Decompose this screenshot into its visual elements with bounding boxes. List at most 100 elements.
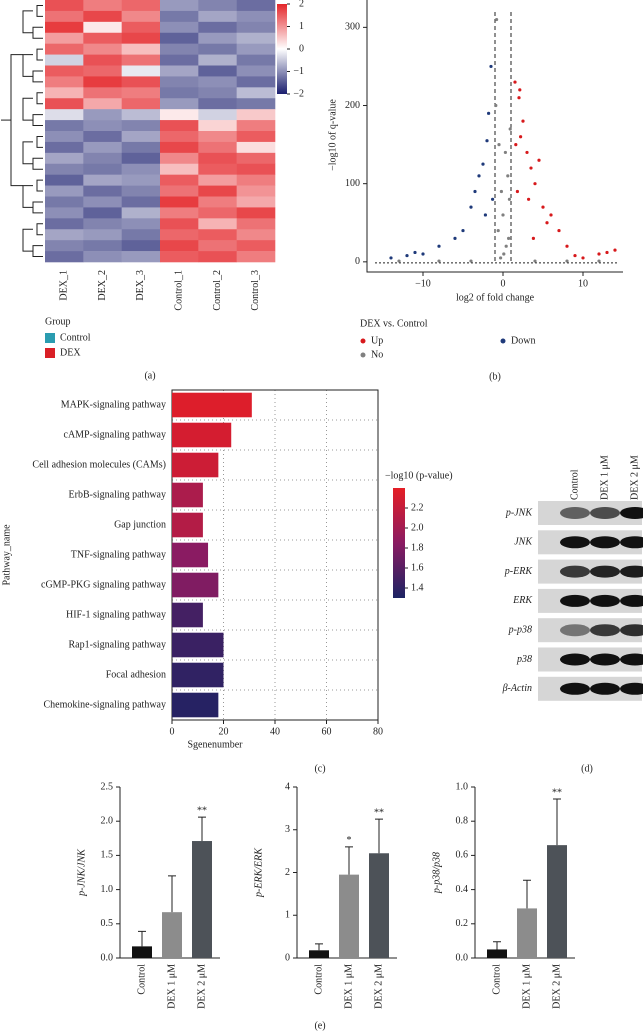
point <box>397 259 401 263</box>
bar <box>172 542 209 568</box>
category-label: DEX 2 μM <box>551 964 562 1009</box>
heat-cell <box>121 163 161 175</box>
point <box>597 259 601 263</box>
blot-band <box>590 536 620 549</box>
dendrogram <box>36 223 43 236</box>
heat-cell <box>198 141 237 154</box>
heat-cell <box>160 54 199 66</box>
point <box>565 244 569 248</box>
legend-label: Down <box>511 335 535 346</box>
heat-cell <box>198 152 237 165</box>
blot-band <box>560 565 590 578</box>
point <box>489 64 493 69</box>
error-bar <box>198 816 206 842</box>
heat-cell <box>83 196 122 208</box>
point <box>605 250 609 255</box>
x-tick-label: 0 <box>501 278 506 289</box>
point <box>565 259 569 263</box>
heat-cell <box>45 87 84 99</box>
dendrogram <box>32 26 43 39</box>
heat-cell <box>121 141 161 154</box>
y-tick-label: 300 <box>345 22 360 33</box>
bar <box>172 632 224 658</box>
heat-cell <box>83 229 122 241</box>
blot-band <box>560 507 590 519</box>
heat-cell <box>236 131 276 143</box>
bar <box>172 422 232 448</box>
legend-label: No <box>371 349 383 360</box>
y-tick-label: 0.2 <box>456 918 469 929</box>
y-axis-label: p-ERK/ERK <box>253 847 264 898</box>
heat-cell <box>121 120 161 132</box>
point <box>513 80 517 84</box>
row-label: β-Actin <box>502 683 532 694</box>
bar <box>172 452 219 478</box>
heat-cell <box>121 98 161 110</box>
row-label: p-JNK <box>505 507 533 518</box>
heat-cell <box>160 87 199 99</box>
heat-cell <box>160 65 199 77</box>
heat-cell <box>236 240 276 252</box>
heat-cell <box>236 109 276 121</box>
category-label: DEX 1 μM <box>521 964 532 1009</box>
point <box>525 150 529 155</box>
point <box>503 150 507 155</box>
dendrogram <box>32 201 43 214</box>
heat-cell <box>121 240 161 252</box>
heat-cell <box>160 218 199 230</box>
heat-cell <box>45 207 84 219</box>
dendrogram <box>36 135 43 148</box>
y-tick-label: 1.5 <box>101 850 114 861</box>
heat-cell <box>160 141 199 154</box>
heat-cell <box>236 54 276 66</box>
bar <box>162 912 182 958</box>
category-label: Chemokine-signaling pathway <box>44 699 166 710</box>
bar <box>172 692 219 718</box>
dendrogram <box>32 245 43 258</box>
point <box>506 174 510 178</box>
heat-cell <box>198 218 237 230</box>
column-label: DEX_2 <box>97 270 108 301</box>
heat-cell <box>83 76 122 88</box>
heat-cell <box>198 163 237 175</box>
colorbar-label: 2 <box>299 0 304 9</box>
bar <box>172 572 219 598</box>
point <box>549 213 553 217</box>
colorbar-label: 1.8 <box>411 542 424 553</box>
bar <box>487 949 507 958</box>
heat-cell <box>198 54 237 66</box>
heat-cell <box>45 0 84 12</box>
colorbar-label: 0 <box>299 43 304 54</box>
category-label: MAPK-signaling pathway <box>61 399 166 410</box>
point <box>581 256 585 260</box>
heat-cell <box>45 196 84 208</box>
point <box>469 205 473 209</box>
point <box>519 135 523 139</box>
point <box>413 250 417 255</box>
heat-cell <box>83 21 122 34</box>
x-axis-label: Sgenenumber <box>188 739 244 750</box>
point <box>497 142 501 147</box>
heat-cell <box>236 207 276 219</box>
point <box>487 111 491 115</box>
heat-cell <box>236 98 276 110</box>
bar <box>309 950 329 958</box>
dendrogram <box>36 92 43 105</box>
colorbar <box>393 488 405 598</box>
point <box>405 253 409 258</box>
legend-swatch <box>45 348 55 358</box>
blot-band <box>620 536 643 549</box>
significance: ** <box>374 807 384 818</box>
heat-cell <box>121 185 161 197</box>
dendrogram <box>22 54 33 77</box>
legend-marker <box>360 352 366 358</box>
y-axis-label: p-p38/p38 <box>431 852 442 894</box>
axis <box>366 0 623 273</box>
heat-cell <box>236 65 276 77</box>
heat-cell <box>160 185 199 197</box>
heat-cell <box>198 229 237 241</box>
y-tick-label: 0.4 <box>456 884 469 895</box>
heat-cell <box>83 218 122 230</box>
heat-cell <box>45 76 84 88</box>
heat-cell <box>160 98 199 110</box>
